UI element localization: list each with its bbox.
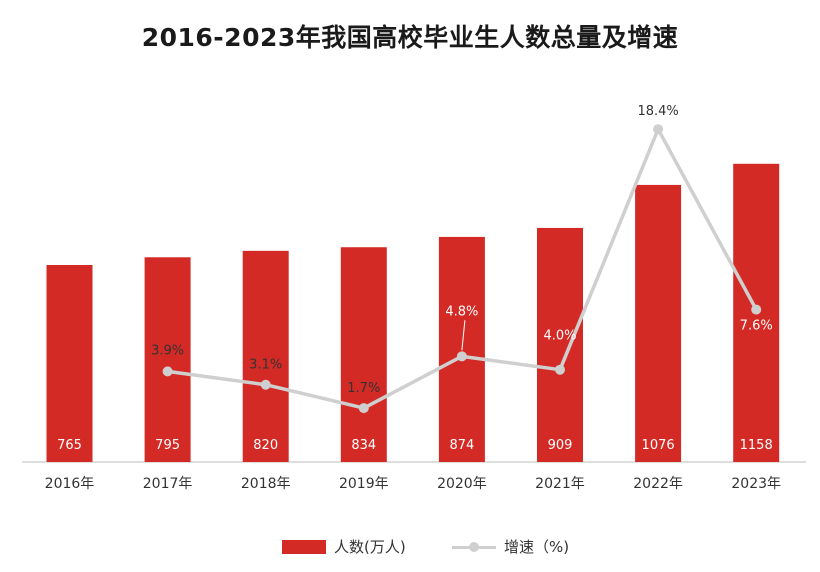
x-tick-label: 2022年: [633, 476, 683, 492]
growth-value-label: 4.8%: [445, 304, 478, 319]
bar-value-label: 1076: [642, 438, 675, 453]
x-tick-label: 2023年: [731, 476, 781, 492]
growth-value-label: 3.1%: [249, 358, 282, 373]
x-tick-label: 2016年: [45, 476, 95, 492]
bar-value-label: 909: [548, 438, 573, 453]
legend-item-line: 增速（%): [452, 536, 569, 557]
growth-point: [260, 379, 271, 390]
x-tick-label: 2018年: [241, 476, 291, 492]
chart-title: 2016-2023年我国高校毕业生人数总量及增速: [141, 23, 679, 52]
growth-value-label: 7.6%: [740, 319, 773, 334]
growth-point: [653, 124, 664, 135]
growth-point: [162, 366, 173, 377]
x-tick-label: 2021年: [535, 476, 585, 492]
growth-value-label: 18.4%: [637, 104, 678, 119]
legend-line-label: 增速（%): [504, 538, 570, 556]
bar: [46, 265, 93, 462]
bar-value-label: 820: [253, 438, 278, 453]
growth-point: [555, 364, 565, 375]
legend-line-swatch: [452, 540, 496, 554]
growth-point: [456, 351, 467, 362]
bar-value-label: 1158: [740, 438, 773, 453]
x-tick-label: 2020年: [437, 476, 487, 492]
legend-bar-label: 人数(万人): [334, 538, 406, 556]
legend-item-bar: 人数(万人): [282, 536, 406, 557]
x-tick-label: 2017年: [143, 476, 193, 492]
legend-bar-swatch: [282, 539, 326, 554]
growth-point: [751, 304, 762, 315]
bar: [242, 250, 289, 462]
growth-label-leader: [461, 320, 466, 351]
growth-value-label: 4.0%: [543, 329, 576, 344]
growth-point: [358, 403, 369, 414]
bar-value-label: 834: [351, 438, 376, 453]
growth-value-label: 3.9%: [151, 343, 184, 358]
x-tick-label: 2019年: [339, 476, 389, 492]
bar-value-label: 765: [57, 438, 82, 453]
bar: [340, 247, 387, 462]
bar-value-label: 874: [449, 438, 474, 453]
bar: [537, 227, 583, 462]
bar-value-label: 795: [155, 438, 180, 453]
bar: [144, 257, 191, 462]
legend: 人数(万人) 增速（%): [0, 536, 820, 560]
growth-value-label: 1.7%: [347, 381, 380, 396]
bar: [635, 184, 682, 462]
